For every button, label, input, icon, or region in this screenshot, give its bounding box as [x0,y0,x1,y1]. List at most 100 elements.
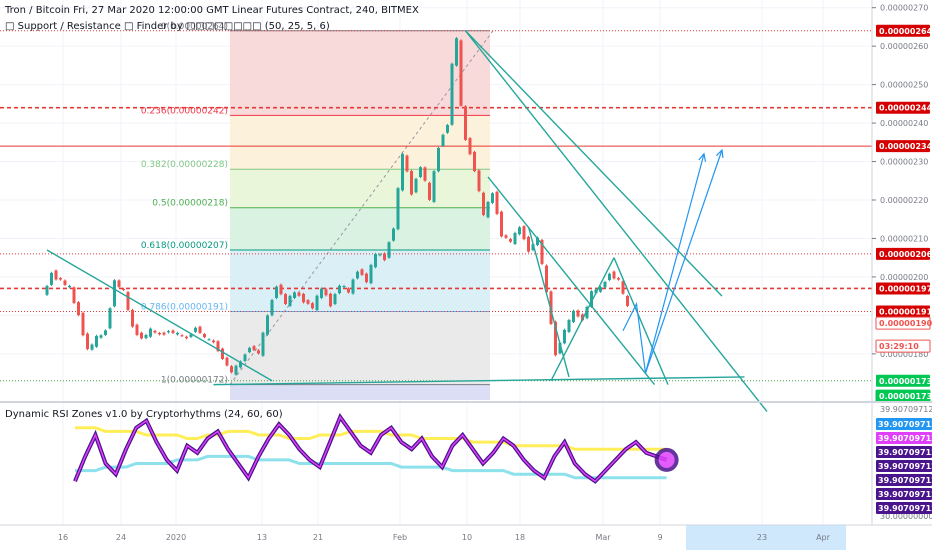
symbol-title: Tron / Bitcoin Fri, 27 Mar 2020 12:00:00… [5,5,419,16]
price-badge-text: 03:29:10 [879,342,919,351]
price-candle [275,286,278,298]
price-candle [527,236,530,252]
trendline [527,226,570,378]
price-candle [252,346,256,351]
price-candle [333,294,337,304]
projection-arrow [644,149,723,374]
price-candle [468,138,472,155]
price-candle [558,342,562,354]
price-candle [153,330,157,333]
time-tick-label: Apr [816,533,831,542]
price-candle [68,285,71,288]
price-badge-text: 0.00000190 [879,319,932,328]
price-candle [81,312,85,336]
trendline [213,376,745,386]
price-candle [437,147,440,172]
price-tick-label: 0.00000180 [880,350,928,359]
price-candle [405,155,409,172]
price-candle [149,328,152,337]
price-candle [599,287,602,292]
price-candle [450,63,454,125]
fib-zone [230,384,490,400]
fib-zone [230,311,490,385]
fib-level-label: 0.618(0.00000207) [141,241,228,251]
price-tick-label: 0.00000240 [880,119,928,128]
price-candle [626,295,629,306]
indicator-title: □ Support / Resistance □ Finder by □□□□□… [5,21,330,32]
price-candle [365,273,368,283]
price-candle [194,327,197,332]
price-candle [203,334,206,338]
rsi-indicator-title: Dynamic RSI Zones v1.0 by Cryptorhythms … [5,409,283,420]
rsi-lower-zone [75,454,667,480]
rsi-badge-text: 39.90709712 [878,490,932,499]
price-candle [374,253,377,268]
price-candle [387,242,391,258]
rsi-tick-label: 39.90709712 [880,405,932,414]
price-candle [104,330,107,335]
rsi-badge-text: 39.90709712 [878,504,932,513]
price-candle [126,292,130,310]
trendline [464,30,768,412]
price-candle [576,310,580,317]
time-tick-label: 9 [657,533,662,542]
rsi-badge-text: 39.90709712 [878,448,932,457]
trendline [464,30,723,297]
price-candle [495,191,499,214]
fib-zone [230,169,490,208]
price-candle [243,354,247,361]
price-tick-label: 0.00000230 [880,158,928,167]
price-candle [248,347,251,353]
price-candle [338,285,341,294]
price-tick-label: 0.00000270 [880,4,928,13]
price-candle [509,239,512,242]
price-candle [428,182,431,200]
price-candle [401,153,404,191]
price-level-badge-text: 0.00000197 [879,284,932,293]
price-candle [212,340,215,343]
price-candle [288,295,292,307]
projection-arrowhead [715,148,724,159]
price-candle [545,265,548,293]
rsi-badge [876,488,932,500]
fib-level-label: 0(0.00000264) [161,22,228,32]
price-candle [131,309,134,327]
price-candle [603,281,607,288]
price-candle [360,269,364,275]
price-candle [257,350,260,354]
fib-zone [230,30,490,116]
price-candle [162,332,166,335]
rsi-marker [654,447,679,472]
rsi-badge [876,432,932,444]
price-candle [225,357,229,366]
fib-zone [230,250,490,312]
fib-level-label: 0.786(0.00000191) [141,303,228,313]
price-axis [872,0,932,550]
rsi-badge-text: 39.90709712 [878,434,932,443]
projection-arrow [622,153,705,374]
time-tick-label: 2020 [166,533,186,542]
price-candle [423,167,427,181]
price-level-badge [876,305,930,318]
price-candle [189,334,193,337]
price-candle [117,280,121,287]
price-candle [99,335,103,338]
price-candle [513,232,517,244]
price-candle [198,326,202,333]
price-candle [95,335,98,347]
price-candle [522,226,526,240]
price-candle [140,332,143,339]
price-level-badge [876,247,930,260]
price-level-badge [876,101,930,114]
price-candle [234,365,238,375]
price-level-badge-text: 0.00000191 [879,308,932,317]
price-candle [383,253,386,261]
time-tick-label: 24 [116,533,126,542]
price-candle [50,272,53,285]
price-candle [144,334,148,339]
price-candle [477,170,481,192]
price-candle [302,293,305,303]
rsi-badge [876,418,932,430]
price-candle [369,264,373,284]
price-candle [617,278,620,280]
